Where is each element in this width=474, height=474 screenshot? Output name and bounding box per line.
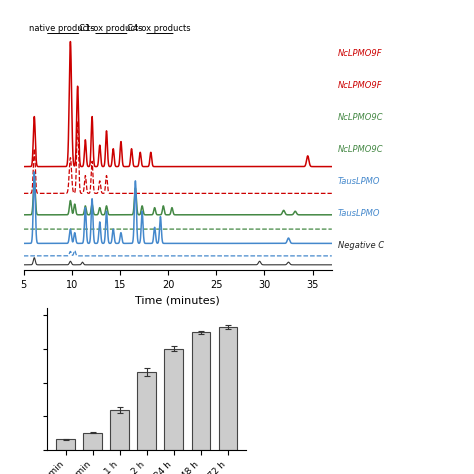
Bar [137, 372, 156, 450]
Text: NcLPMO9C: NcLPMO9C [338, 145, 383, 154]
Bar [83, 433, 102, 450]
Text: NcLPMO9F: NcLPMO9F [338, 81, 383, 90]
Bar [164, 349, 183, 450]
Text: TausLPMO: TausLPMO [338, 177, 381, 186]
Text: C4-ox products: C4-ox products [127, 24, 190, 33]
Text: NcLPMO9F: NcLPMO9F [338, 49, 383, 58]
Text: C1-ox products: C1-ox products [79, 24, 142, 33]
Bar [110, 410, 129, 450]
Text: NcLPMO9C: NcLPMO9C [338, 113, 383, 122]
Bar [219, 327, 237, 450]
X-axis label: Time (minutes): Time (minutes) [136, 295, 220, 305]
Text: Negative C: Negative C [338, 241, 384, 250]
Text: native products: native products [29, 24, 95, 33]
Bar [191, 332, 210, 450]
Text: TausLPMO: TausLPMO [338, 209, 381, 218]
Bar [56, 439, 75, 450]
